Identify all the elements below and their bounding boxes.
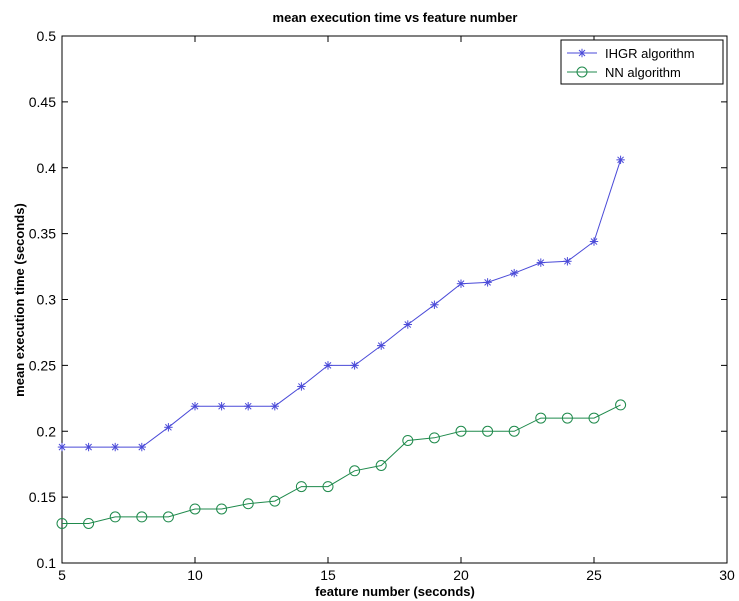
star-stroke [298, 383, 305, 390]
data-point [350, 361, 359, 370]
chart-title: mean execution time vs feature number [273, 10, 518, 25]
data-point [375, 460, 387, 472]
star-stroke [510, 269, 518, 277]
star-stroke [590, 238, 598, 245]
star-stroke [271, 402, 279, 410]
star-stroke [564, 257, 571, 265]
y-tick-label: 0.4 [37, 160, 57, 176]
data-point [297, 382, 306, 391]
series-1 [56, 399, 627, 529]
data-point [589, 237, 599, 246]
x-tick-label: 15 [320, 567, 336, 583]
data-point [270, 402, 279, 411]
x-tick-label: 5 [58, 567, 66, 583]
data-point [164, 423, 173, 432]
plot-frame [61, 35, 728, 564]
star-stroke [617, 156, 624, 164]
data-point [162, 511, 174, 523]
legend-box [560, 39, 724, 85]
data-point [535, 412, 547, 424]
star-stroke [85, 443, 92, 451]
x-tick-label: 25 [586, 567, 602, 583]
x-tick-label: 30 [719, 567, 735, 583]
star-stroke [351, 361, 358, 369]
x-axis-label: feature number (seconds) [315, 584, 475, 599]
x-tick-label: 10 [187, 567, 203, 583]
data-point [83, 517, 95, 529]
data-point [482, 425, 494, 437]
y-tick-label: 0.2 [37, 423, 57, 439]
y-tick-label: 0.45 [29, 94, 56, 110]
data-point [456, 279, 466, 288]
star-stroke [431, 301, 438, 309]
data-point [402, 434, 414, 446]
star-stroke [111, 443, 119, 451]
data-point [430, 300, 439, 309]
star-stroke [165, 423, 172, 431]
series-0 [57, 155, 625, 452]
series-line [62, 159, 622, 448]
y-axis-label: mean execution time (seconds) [12, 203, 27, 397]
data-point [588, 412, 600, 424]
legend: IHGR algorithm NN algorithm [560, 39, 724, 85]
y-tick-label: 0.25 [29, 357, 56, 373]
data-point [244, 402, 253, 411]
x-tick-label: 20 [453, 567, 469, 583]
data-point [349, 465, 361, 477]
star-stroke [138, 443, 146, 451]
star-stroke [484, 278, 491, 286]
legend-marker [577, 48, 587, 58]
y-tick-label: 0.35 [29, 226, 56, 242]
star-stroke [244, 402, 252, 410]
data-point [510, 268, 519, 278]
data-point [616, 155, 625, 165]
data-point [57, 442, 67, 452]
series-line [62, 404, 621, 524]
data-point [109, 511, 121, 523]
data-point [615, 399, 627, 411]
data-point [428, 432, 440, 444]
star-stroke [58, 443, 66, 451]
star-stroke [191, 402, 199, 410]
star-stroke [324, 361, 332, 369]
data-point [84, 442, 93, 452]
star-stroke [457, 280, 465, 288]
star-stroke [404, 321, 412, 328]
y-tick-label: 0.3 [37, 292, 57, 308]
star-stroke [578, 49, 586, 57]
data-point [377, 341, 386, 350]
data-point [242, 498, 254, 510]
data-point [269, 495, 281, 507]
data-point [483, 278, 492, 287]
data-point [295, 481, 307, 493]
y-tick-label: 0.5 [37, 28, 57, 44]
star-stroke [377, 342, 385, 349]
data-point [323, 361, 333, 370]
data-point [189, 503, 201, 515]
data-point [136, 511, 148, 523]
y-tick-label: 0.1 [37, 555, 57, 571]
star-stroke [218, 402, 225, 410]
legend-marker [576, 66, 588, 78]
data-point [137, 442, 146, 452]
plot-area: 5 10 15 20 25 30 0.1 0.15 0.2 0.25 0.3 0.35 0.4 0.45 0… [29, 28, 735, 583]
data-point [216, 503, 228, 515]
data-point [217, 402, 226, 411]
data-point [563, 257, 572, 266]
data-point [455, 425, 467, 437]
y-tick-label: 0.15 [29, 489, 56, 505]
data-point [403, 320, 412, 329]
data-point [561, 412, 573, 424]
data-point [508, 425, 520, 437]
star-stroke [537, 259, 545, 266]
legend-label: NN algorithm [605, 65, 681, 80]
data-point [56, 517, 68, 529]
legend-label: IHGR algorithm [605, 46, 695, 61]
data-point [536, 258, 545, 267]
data-point [190, 402, 200, 411]
data-point [322, 481, 334, 493]
data-point [111, 442, 120, 452]
